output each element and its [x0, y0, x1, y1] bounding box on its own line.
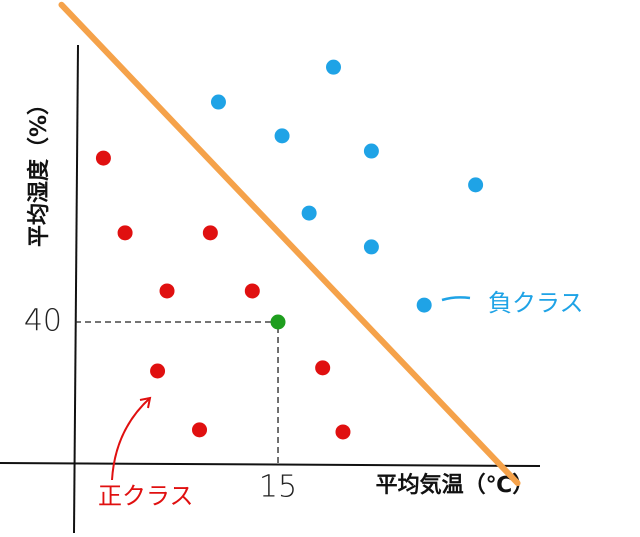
point	[159, 283, 175, 299]
point	[301, 205, 317, 221]
x-tick-label: 15	[259, 470, 297, 505]
point	[315, 360, 331, 376]
point	[274, 128, 290, 144]
y-axis	[73, 44, 79, 534]
decision-line	[58, 1, 521, 487]
annotation: 負クラス	[488, 289, 584, 317]
y-axis-label: 平均湿度（%）	[26, 93, 52, 247]
point	[270, 314, 286, 330]
annotation: 正クラス	[98, 482, 194, 510]
point	[363, 143, 379, 159]
point	[117, 225, 133, 241]
point	[335, 424, 351, 440]
y-tick-label: 40	[24, 304, 62, 339]
point	[202, 225, 218, 241]
point	[150, 363, 166, 379]
point	[210, 94, 226, 110]
x-axis	[0, 462, 541, 467]
point	[192, 422, 208, 438]
annotation-arrow	[111, 397, 151, 481]
point	[95, 150, 111, 166]
point	[416, 297, 432, 313]
point	[326, 59, 342, 75]
annotation-arrow	[441, 296, 471, 302]
annotation-arrow	[139, 396, 152, 409]
point	[468, 177, 484, 193]
point	[363, 239, 379, 255]
point	[244, 283, 260, 299]
